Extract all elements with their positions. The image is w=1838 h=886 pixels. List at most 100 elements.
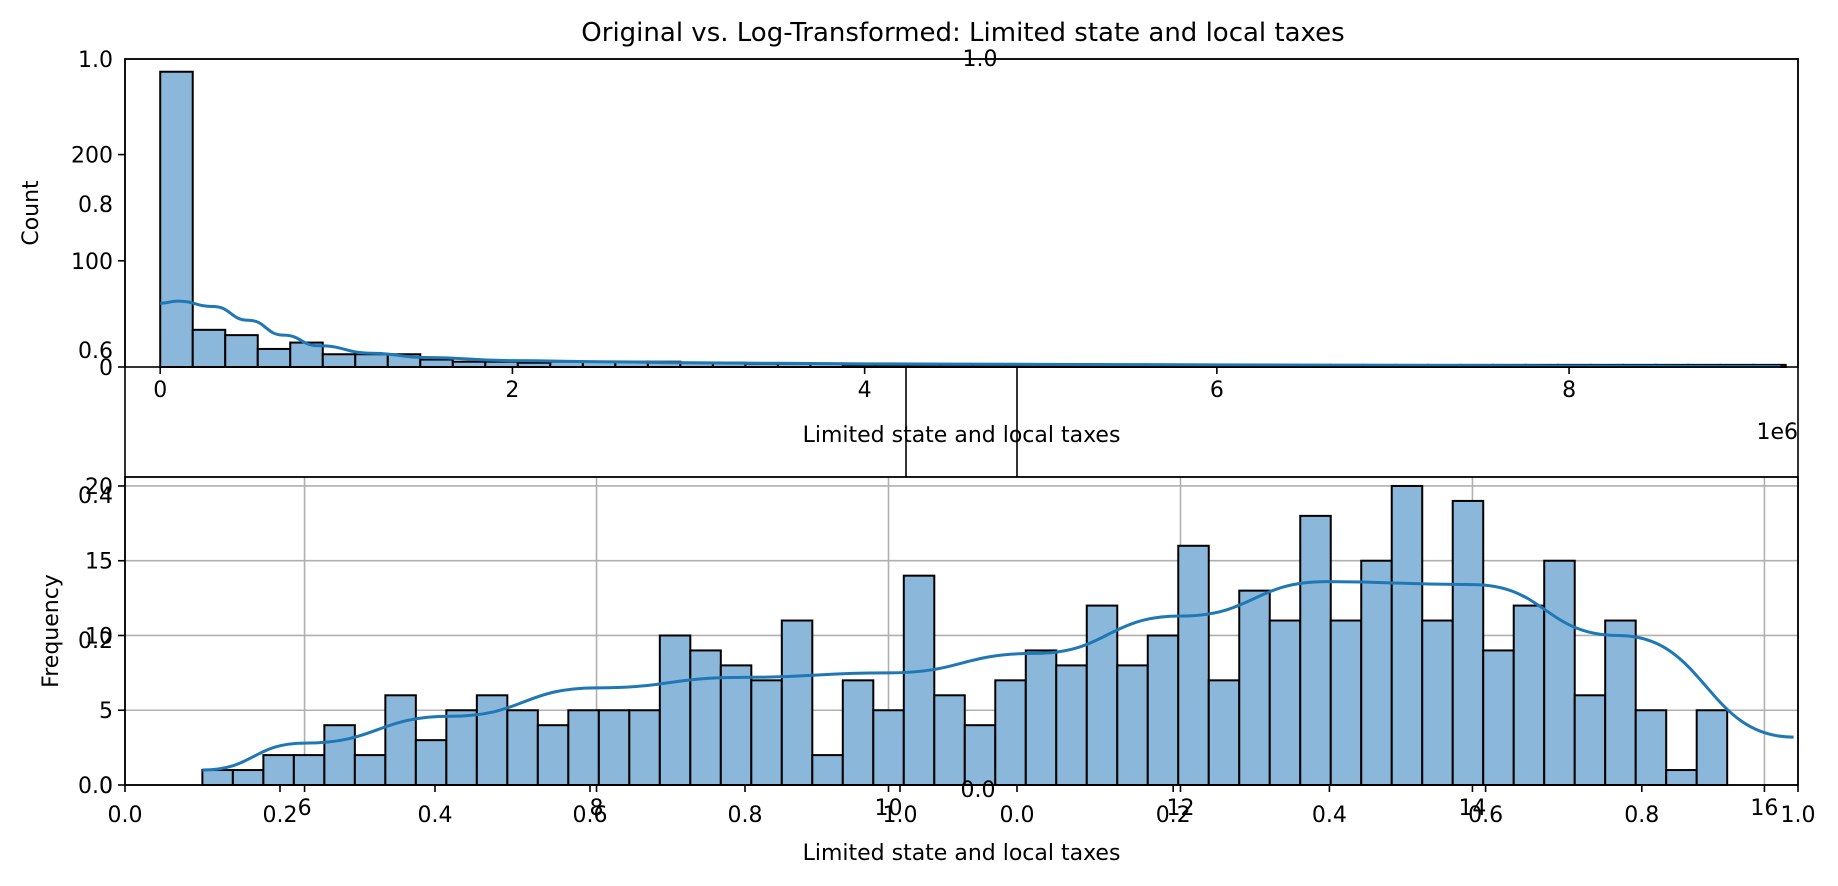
y-tick-label: 200 [71,144,113,169]
histogram-bar [292,754,326,787]
histogram-bar [414,739,448,786]
y-tick-label: 0 [99,356,113,381]
overlay-x-tick-label: 0.8 [728,803,763,828]
histogram-bar [1482,649,1515,786]
overlay-y-tick-top: 0.8 [78,193,113,218]
x-tick-label: 12 [1166,796,1194,821]
x-tick-label: 10 [875,796,903,821]
histogram-bar [658,634,692,786]
histogram-bar [1451,499,1485,786]
x-tick-label: 0 [153,378,167,403]
overlay-x-tick-label: 0.4 [418,803,453,828]
overlay-stray-zero: 0.0 [961,778,996,803]
histogram-bar [384,694,417,786]
histogram-bar [224,334,259,369]
histogram-bar [1665,769,1698,786]
histogram-bar [933,694,966,786]
overlay-x-tick-label-right: 0.8 [1624,803,1659,828]
kde-curve [202,580,1794,772]
histogram-bar [1573,694,1607,786]
chart-title: Original vs. Log-Transformed: Limited st… [581,18,1344,48]
histogram-bar [1360,559,1393,786]
histogram-bar [1055,664,1088,787]
histogram-bar [1543,559,1576,786]
histogram-bar [841,679,875,786]
overlay-x-tick-label-right: 0.2 [1156,803,1191,828]
histogram-bar [256,347,292,368]
histogram-bar [353,754,387,787]
overlay-y-tick-top: 0.6 [78,339,113,364]
histogram-bar [445,709,478,787]
x-tick-label: 2 [505,378,519,403]
overlay-y-tick-bottom: 0.2 [78,629,113,654]
overlay-x-tick-label: 0.0 [108,803,143,828]
histogram-bar [902,574,936,787]
histogram-bar [811,754,844,787]
y-tick-label: 0 [99,774,113,799]
histogram-bar [201,769,234,786]
histogram-bar [419,358,454,369]
histogram-bar [628,709,661,787]
histogram-bar [1177,544,1210,786]
overlay-axes-artifacts: 0.0 0.2 0.4 0.6 0.8 1.0 0.0 0.2 0.4 0.6 0.8 1.00.00… [78,47,1816,828]
x-axis-title: Limited state and local taxes [803,423,1121,448]
x-tick-label: 8 [590,796,604,821]
y-tick-label: 10 [85,624,113,649]
overlay-y-tick-bottom: 0.4 [78,484,113,509]
bottom-histogram-panel: 6 8 10 12 14 16 0 5 10 15 20 Limited state and loca… [39,475,1799,866]
y-axis-title: Frequency [39,574,64,688]
histogram-bar [262,754,295,787]
y-tick-label: 15 [85,550,113,575]
y-tick-label: 20 [85,475,113,500]
x-tick-label: 16 [1750,796,1778,821]
overlay-x-tick-label: 0.6 [573,803,608,828]
histogram-bar [719,664,753,787]
kde-curve [160,299,1781,368]
x-tick-label: 14 [1458,796,1486,821]
x-tick-label: 4 [858,378,872,403]
histogram-bar [1085,604,1119,786]
histogram-bar [1512,604,1546,786]
overlay-x-tick-label: 1.0 [883,803,918,828]
overlay-x-tick-label-right: 1.0 [1781,803,1816,828]
overlay-top-stray: 1.0 [963,47,998,72]
overlay-x-tick-label-right: 0.6 [1468,803,1503,828]
histogram-bar [1024,649,1058,786]
histogram-bar [689,649,722,786]
overlay-y-tick-bottom: 0.0 [78,774,113,799]
x-offset-label: 1e6 [1756,420,1798,445]
overlay-y-tick-top: 1.0 [78,48,113,73]
histogram-bar [1238,589,1271,786]
x-tick-label: 6 [298,796,312,821]
histogram-bar [1695,709,1729,787]
overlay-frame [124,58,1799,786]
overlay-x-tick-label-right: 0.4 [1312,803,1347,828]
overlay-x-tick-label: 0.2 [263,803,298,828]
histogram-bar [1390,484,1424,786]
top-histogram-panel: 0 2 4 6 8 0 100 200 Limited state and local taxe… [19,58,1799,448]
histogram-bar [1146,634,1180,786]
histogram-bar [872,709,905,787]
y-tick-label: 100 [71,250,113,275]
histogram-bar [1604,619,1637,787]
histogram-bar [321,353,357,368]
histogram-bar [1116,664,1149,787]
x-axis-title: Limited state and local taxes [803,841,1121,866]
histogram-bar [597,709,631,787]
x-tick-label: 8 [1562,378,1576,403]
histogram-bar [323,724,356,786]
histogram-bar [567,709,600,787]
histogram-bar [536,724,570,786]
histogram-bar [1299,514,1332,786]
histogram-bar [994,679,1027,786]
histogram-bar [963,724,997,786]
histogram-bar [1421,619,1454,787]
histogram-bar [506,709,539,787]
y-axis-title: Count [19,180,44,246]
histogram-bar [354,353,389,368]
x-tick-label: 6 [1210,378,1224,403]
histogram-bar [191,328,227,368]
histogram-bar [1207,679,1241,786]
overlay-x-tick-label-right: 0.0 [1000,803,1035,828]
